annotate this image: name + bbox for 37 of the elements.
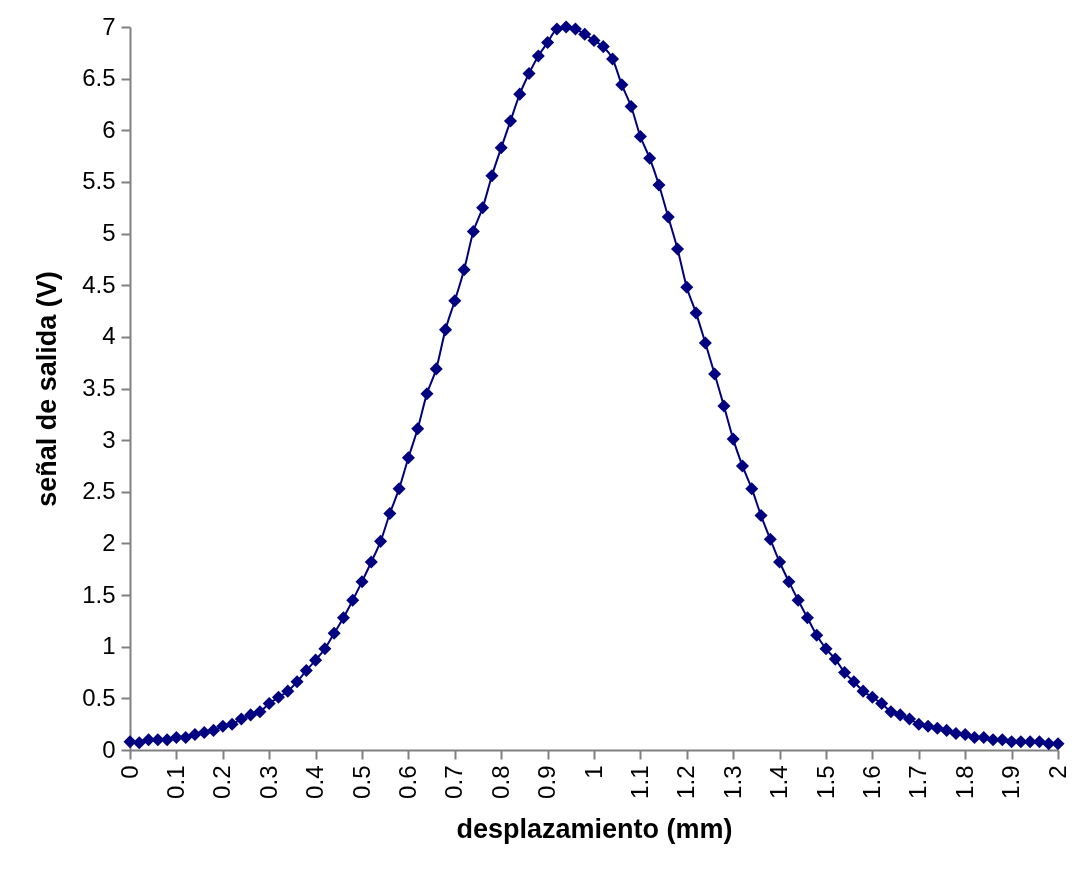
y-tick-label: 1 [102, 632, 116, 660]
x-tick-label: 0.8 [486, 765, 514, 799]
y-tick-label: 6 [102, 115, 116, 143]
x-tick-label: 0.1 [161, 765, 189, 799]
x-tick-label: 0 [115, 765, 143, 779]
x-axis-title: desplazamiento (mm) [456, 813, 733, 844]
x-tick-label: 0.2 [208, 765, 236, 799]
y-tick-label: 0.5 [82, 683, 116, 711]
y-tick-label: 3 [102, 425, 116, 453]
y-tick-label: 5.5 [82, 167, 116, 195]
y-tick-label: 7 [102, 12, 116, 40]
y-tick-label: 4.5 [82, 270, 116, 298]
x-tick-label: 1.5 [811, 765, 839, 799]
x-tick-label: 1.9 [997, 765, 1025, 799]
y-tick-label: 5 [102, 219, 116, 247]
x-tick-label: 0.5 [347, 765, 375, 799]
x-tick-label: 1.2 [672, 765, 700, 799]
y-tick-label: 2.5 [82, 477, 116, 505]
x-tick-label: 1.3 [718, 765, 746, 799]
x-tick-label: 0.3 [254, 765, 282, 799]
x-tick-label: 0.4 [301, 765, 329, 799]
x-tick-label: 0.6 [393, 765, 421, 799]
x-tick-label: 1.4 [765, 765, 793, 799]
x-tick-label: 0.7 [440, 765, 468, 799]
y-axis-title: señal de salida (V) [32, 271, 63, 507]
x-tick-label: 1.6 [857, 765, 885, 799]
x-tick-label: 1.1 [625, 765, 653, 799]
x-tick-label: 1.8 [950, 765, 978, 799]
x-tick-label: 0.9 [533, 765, 561, 799]
x-tick-label: 2 [1043, 765, 1071, 779]
x-tick-label: 1 [579, 765, 607, 779]
y-tick-label: 3.5 [82, 374, 116, 401]
y-tick-label: 2 [102, 528, 116, 556]
x-tick-label: 1.7 [904, 765, 932, 799]
y-tick-label: 6.5 [82, 64, 116, 92]
y-tick-label: 4 [102, 322, 116, 350]
y-tick-label: 1.5 [82, 580, 116, 608]
